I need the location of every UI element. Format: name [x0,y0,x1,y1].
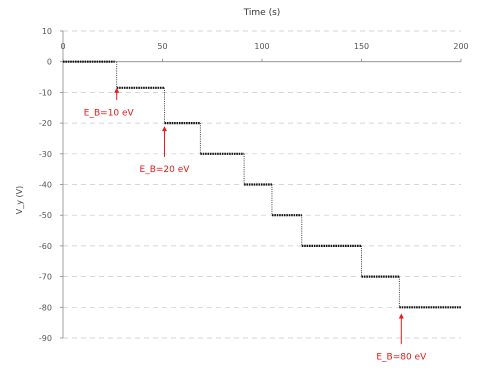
chart-title: Time (s) [243,8,281,18]
annotation-arrow-head [114,87,120,93]
tick-labels: 0 50 100 150 200100-10-20-30-40-50-60-70-80-… [39,27,469,343]
annotation-label: E_B=20 eV [140,165,191,175]
annotation-arrow-head [398,313,404,319]
y-tick-label: -20 [39,119,52,128]
axes [60,30,462,339]
data-series [63,60,461,309]
y-axis-label: V_y (V) [15,186,24,214]
y-tick-label: -40 [39,181,52,190]
y-tick-label: -60 [39,242,52,251]
annotations: E_B=10 eV E_B=20 eV E_B=80 eV [84,87,427,362]
y-tick-label: -80 [39,303,52,312]
annotation-label: E_B=10 eV [84,108,135,118]
x-tick-label: 0 [60,42,65,51]
y-tick-label: -30 [39,150,52,159]
x-tick-label: 200 [453,42,468,51]
y-tick-label: -90 [39,334,52,343]
y-tick-label: 0 [47,58,52,67]
y-tick-label: -50 [39,211,52,220]
annotation-arrow-head [161,126,167,132]
x-tick-label: 150 [354,42,369,51]
y-tick-label: -70 [39,273,52,282]
x-tick-label: 100 [254,42,269,51]
y-tick-label: -10 [39,88,52,97]
x-tick-label: 50 [157,42,167,51]
annotation-label: E_B=80 eV [376,352,427,362]
y-tick-label: 10 [42,27,52,36]
